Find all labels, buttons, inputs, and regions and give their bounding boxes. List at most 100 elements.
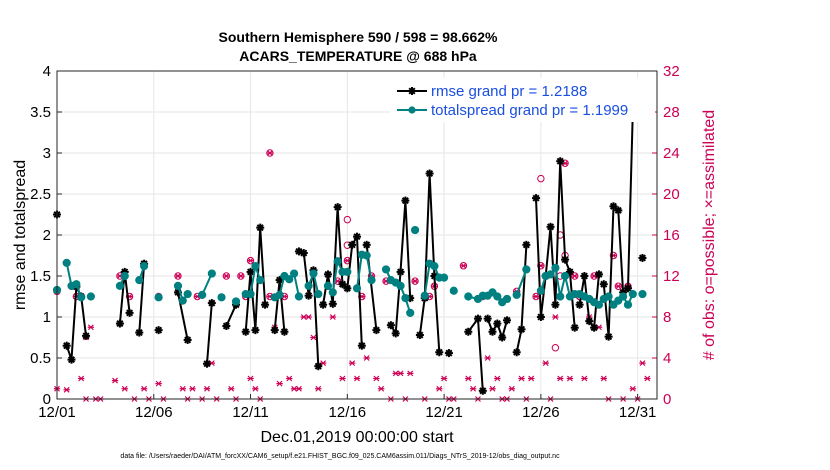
- totalspread-point: [115, 281, 125, 290]
- totalspread-point: [62, 258, 71, 267]
- star-stroke: [397, 268, 405, 276]
- y-left-tick-label: 4: [43, 63, 51, 80]
- rmse-point: [415, 331, 424, 340]
- rmse-point: [246, 267, 255, 276]
- obs-assimilated-marker: [319, 360, 327, 367]
- obs-possible-marker: [537, 174, 545, 183]
- rmse-point: [503, 316, 511, 325]
- star-stroke: [305, 292, 313, 300]
- rmse-point: [319, 300, 328, 309]
- star-stroke: [580, 272, 588, 280]
- rmse-point: [353, 232, 361, 241]
- star-stroke: [551, 301, 559, 309]
- obs-assimilated-marker: [494, 375, 501, 382]
- obs-assimilated-marker: [203, 385, 211, 392]
- obs-assimilated-marker: [557, 375, 564, 382]
- totalspread-line: [515, 269, 528, 296]
- obs-assimilated-marker: [237, 273, 245, 279]
- rmse-point: [532, 194, 541, 203]
- star-stroke: [184, 336, 192, 344]
- rmse-point: [551, 300, 560, 309]
- obs-assimilated-marker: [542, 360, 549, 367]
- star-stroke: [247, 268, 255, 276]
- obs-assimilated-marker: [639, 360, 646, 367]
- star-stroke: [517, 325, 526, 333]
- rmse-point: [483, 314, 492, 323]
- star-stroke: [155, 326, 163, 334]
- totalspread-point: [396, 281, 405, 290]
- obs-assimilated-marker: [174, 273, 182, 279]
- totalspread-point: [464, 292, 473, 301]
- star-stroke: [353, 233, 361, 241]
- obs-assimilated-marker: [329, 314, 337, 320]
- star-stroke: [222, 322, 230, 330]
- y-left-tick-label: 3.5: [30, 104, 51, 121]
- star-stroke: [624, 284, 632, 292]
- x-tick-label: 12/21: [425, 404, 463, 421]
- totalspread-point: [493, 292, 502, 301]
- obs-assimilated-marker: [377, 385, 385, 392]
- rmse-point: [207, 299, 216, 308]
- obs-assimilated-marker: [489, 385, 496, 392]
- rmse-point: [270, 326, 279, 335]
- y-left-tick-label: 1: [43, 309, 51, 326]
- y-right-tick-label: 24: [663, 145, 680, 162]
- rmse-point: [546, 222, 555, 231]
- y-left-tick-label: 2: [43, 227, 51, 244]
- star-stroke: [242, 328, 250, 336]
- totalspread-point: [294, 292, 304, 301]
- obs-assimilated-marker: [644, 375, 651, 382]
- rmse-point: [488, 327, 497, 336]
- rmse-point: [372, 326, 381, 335]
- rmse-point: [362, 240, 371, 249]
- star-stroke: [67, 356, 76, 364]
- star-stroke: [135, 329, 143, 337]
- star-stroke: [605, 333, 613, 341]
- star-stroke: [116, 320, 124, 328]
- star-stroke: [445, 349, 453, 357]
- obs-possible-marker: [551, 344, 560, 352]
- obs-assimilated-marker: [566, 375, 574, 382]
- star-stroke: [484, 315, 492, 323]
- obs-assimilated-marker: [518, 375, 525, 382]
- totalspread-point: [420, 291, 429, 300]
- obs-assimilated-marker: [77, 375, 85, 382]
- obs-assimilated-marker: [484, 355, 491, 361]
- rmse-point: [154, 326, 163, 335]
- x-tick-label: 12/26: [522, 404, 560, 421]
- totalspread-point: [367, 276, 376, 285]
- totalspread-point: [410, 225, 420, 235]
- y-left-tick-label: 3: [43, 145, 51, 162]
- obs-assimilated-marker: [460, 262, 467, 269]
- rmse-point: [222, 322, 231, 331]
- totalspread-point: [309, 269, 318, 278]
- obs-assimilated-marker: [532, 293, 540, 300]
- rmse-point: [299, 249, 308, 258]
- obs-assimilated-marker: [247, 257, 254, 264]
- obs-assimilated-marker: [295, 385, 303, 392]
- obs-assimilated-marker: [155, 380, 162, 387]
- star-stroke: [498, 333, 506, 342]
- rmse-point: [256, 223, 265, 232]
- totalspread-point: [251, 262, 260, 271]
- legend-label-rmse: rmse grand pr = 1.2188: [431, 83, 587, 100]
- obs-assimilated-marker: [397, 370, 404, 377]
- totalspread-point: [381, 265, 391, 274]
- rmse-point: [125, 308, 134, 317]
- totalspread-point: [343, 267, 352, 276]
- star-stroke: [387, 321, 395, 329]
- y-axis-left-label: rmse and totalspread: [12, 160, 29, 310]
- rmse-point: [594, 270, 603, 279]
- obs-assimilated-marker: [629, 385, 637, 392]
- rmse-point: [444, 349, 453, 358]
- obs-assimilated-marker: [121, 385, 128, 392]
- rmse-point: [82, 331, 91, 340]
- star-stroke: [547, 223, 555, 231]
- chart-title-line2: ACARS_TEMPERATURE @ 688 hPa: [239, 48, 477, 64]
- rmse-line: [225, 304, 237, 327]
- star-stroke: [392, 329, 400, 337]
- rmse-point: [115, 319, 124, 328]
- totalspread-point: [207, 269, 216, 278]
- star-stroke: [280, 328, 288, 336]
- rmse-line: [273, 280, 286, 332]
